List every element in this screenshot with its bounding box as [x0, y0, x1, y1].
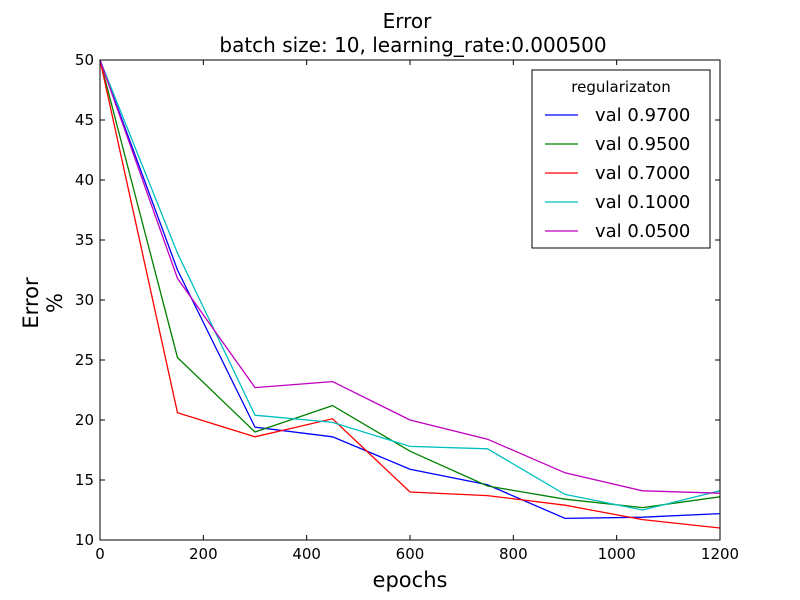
x-tick-label: 0 [95, 545, 105, 563]
y-tick-label: 25 [75, 351, 94, 369]
y-axis-label-line1: Error [19, 277, 43, 329]
x-tick-label: 1200 [701, 545, 739, 563]
plot-frame [99, 59, 721, 541]
legend-label: val 0.7000 [595, 163, 690, 184]
x-tick-label: 200 [189, 545, 218, 563]
legend-label: val 0.1000 [595, 192, 690, 213]
x-tick-label: 800 [499, 545, 528, 563]
chart-subtitle: batch size: 10, learning_rate:0.000500 [219, 33, 606, 57]
y-tick-label: 45 [75, 111, 94, 129]
legend-label: val 0.9500 [595, 134, 690, 155]
y-tick-label: 50 [75, 51, 94, 69]
y-tick-label: 40 [75, 171, 94, 189]
y-tick-label: 15 [75, 471, 94, 489]
y-tick-label: 20 [75, 411, 94, 429]
legend-title: regularizaton [571, 78, 670, 96]
y-axis-label-line2: % [43, 293, 67, 313]
series-line-val-0-7000 [99, 59, 721, 529]
x-tick-label: 600 [396, 545, 425, 563]
y-tick-label: 10 [75, 531, 94, 549]
x-tick-label: 400 [292, 545, 321, 563]
y-tick-label: 30 [75, 291, 94, 309]
y-tick-label: 35 [75, 231, 94, 249]
x-tick-label: 1000 [598, 545, 636, 563]
chart-title: Error [383, 9, 433, 33]
x-axis-label: epochs [373, 568, 448, 592]
legend: regularizaton val 0.9700 val 0.9500 val 0.… [531, 69, 711, 249]
series-line-val-0-9700 [99, 59, 721, 520]
legend-label: val 0.0500 [595, 221, 690, 242]
legend-label: val 0.9700 [595, 105, 690, 126]
series-line-val-0-1000 [99, 59, 721, 511]
legend-box [531, 69, 711, 249]
series-line-val-0-0500 [99, 59, 721, 494]
